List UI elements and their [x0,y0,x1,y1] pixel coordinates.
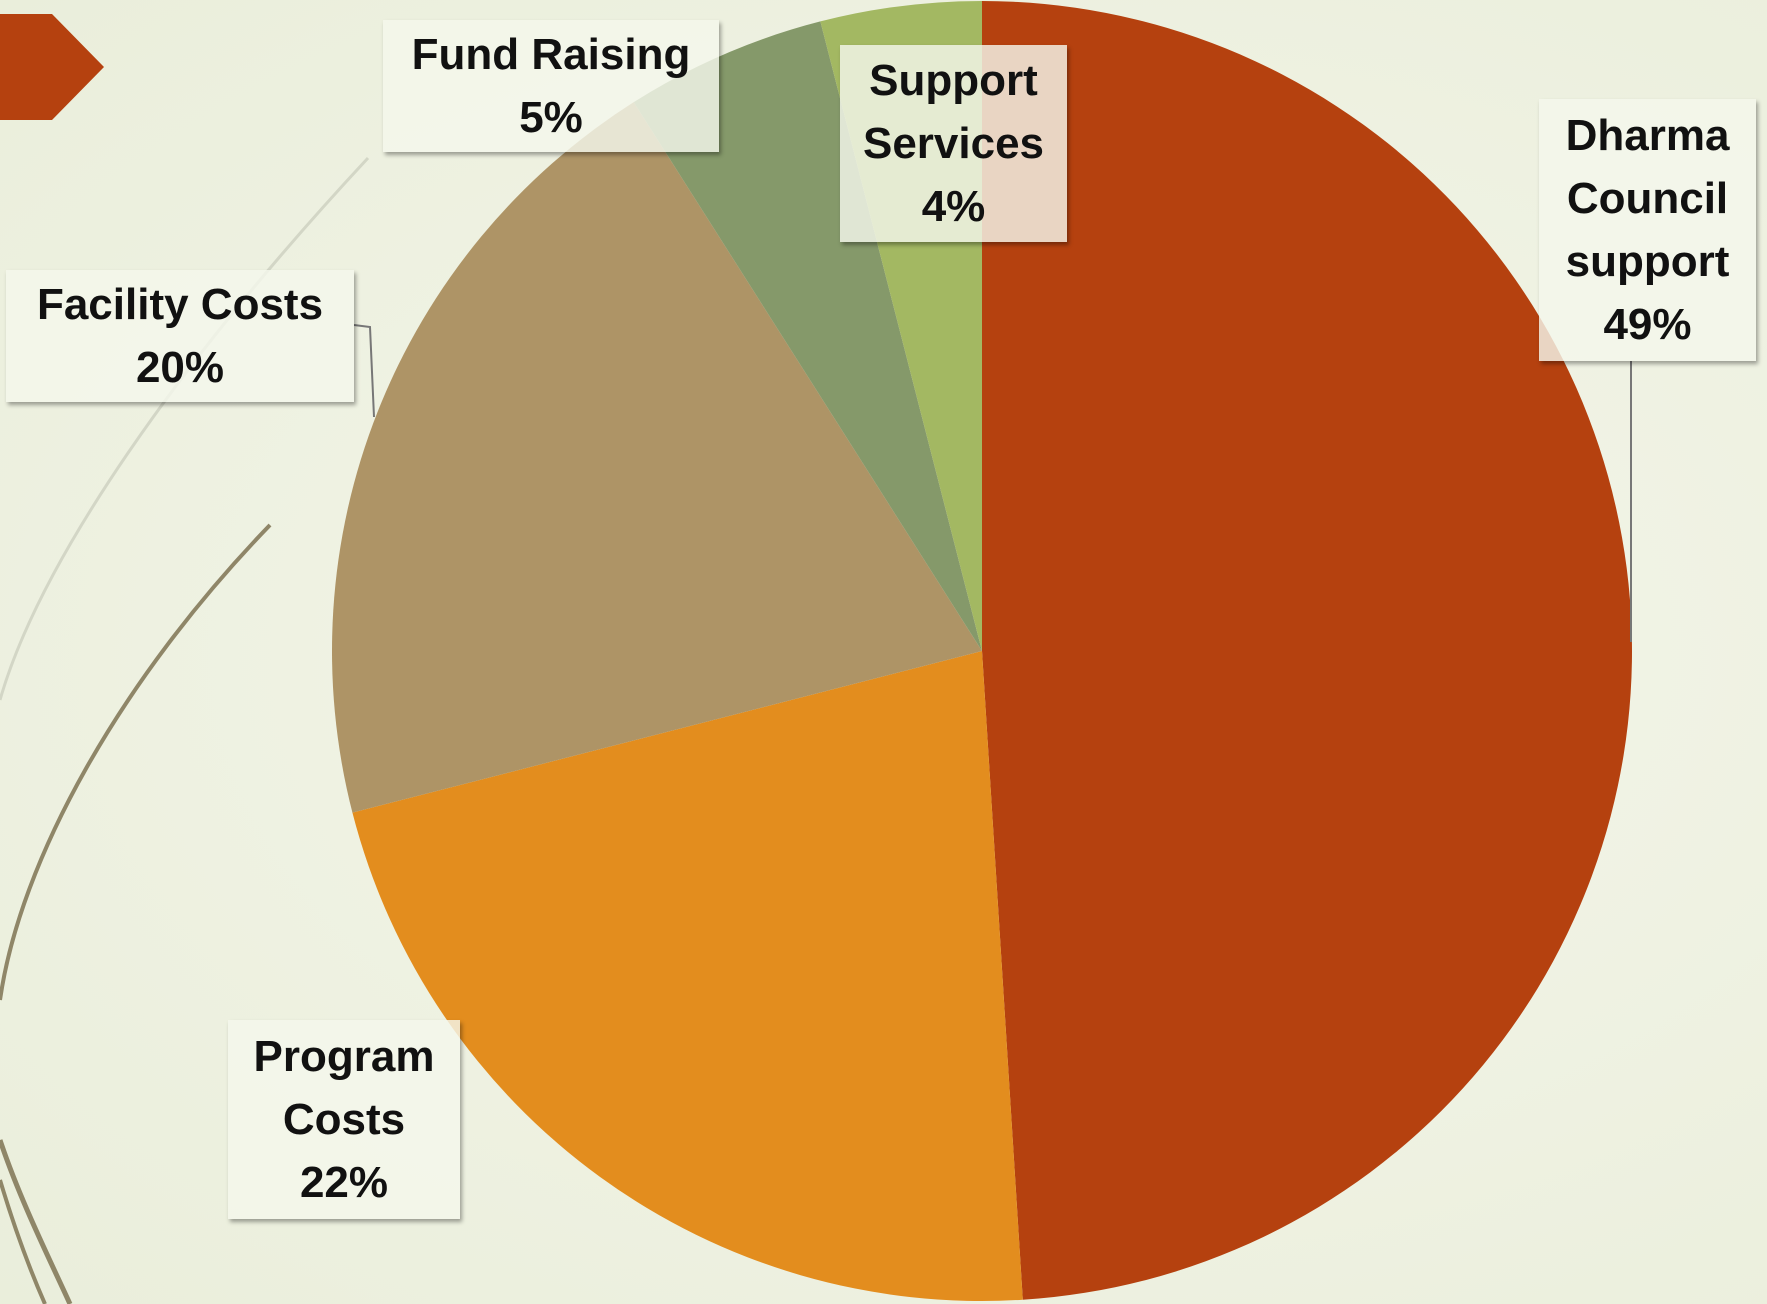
pie-slice [352,651,1023,1301]
label-name: Fund Raising [411,30,691,79]
data-label: Program Costs 22% [228,1020,460,1219]
decor-curve [0,1139,73,1304]
data-label: Support Services 4% [840,45,1067,242]
data-label: Facility Costs 20% [6,270,354,402]
label-value: 4% [921,182,986,231]
label-value: 49% [1603,300,1692,349]
decor-arrow [0,14,104,120]
decor-curve [0,1179,47,1304]
pie-slice [633,21,982,651]
pie [331,1,1632,1301]
pie-slice [982,1,1632,1300]
label-name: Program Costs [253,1032,435,1144]
label-name: Support Services [862,56,1045,168]
label-name: Facility Costs [36,280,324,329]
label-value: 22% [299,1158,389,1207]
leader-line [353,324,375,418]
label-name: Dharma Council support [1565,111,1730,286]
label-value: 5% [519,93,583,142]
decor-curve [0,156,370,701]
data-label: Dharma Council support 49% [1539,99,1756,361]
data-label: Fund Raising 5% [383,20,719,152]
label-value: 20% [135,343,225,392]
decor-curve [0,523,272,1001]
pie-slice [331,102,982,813]
